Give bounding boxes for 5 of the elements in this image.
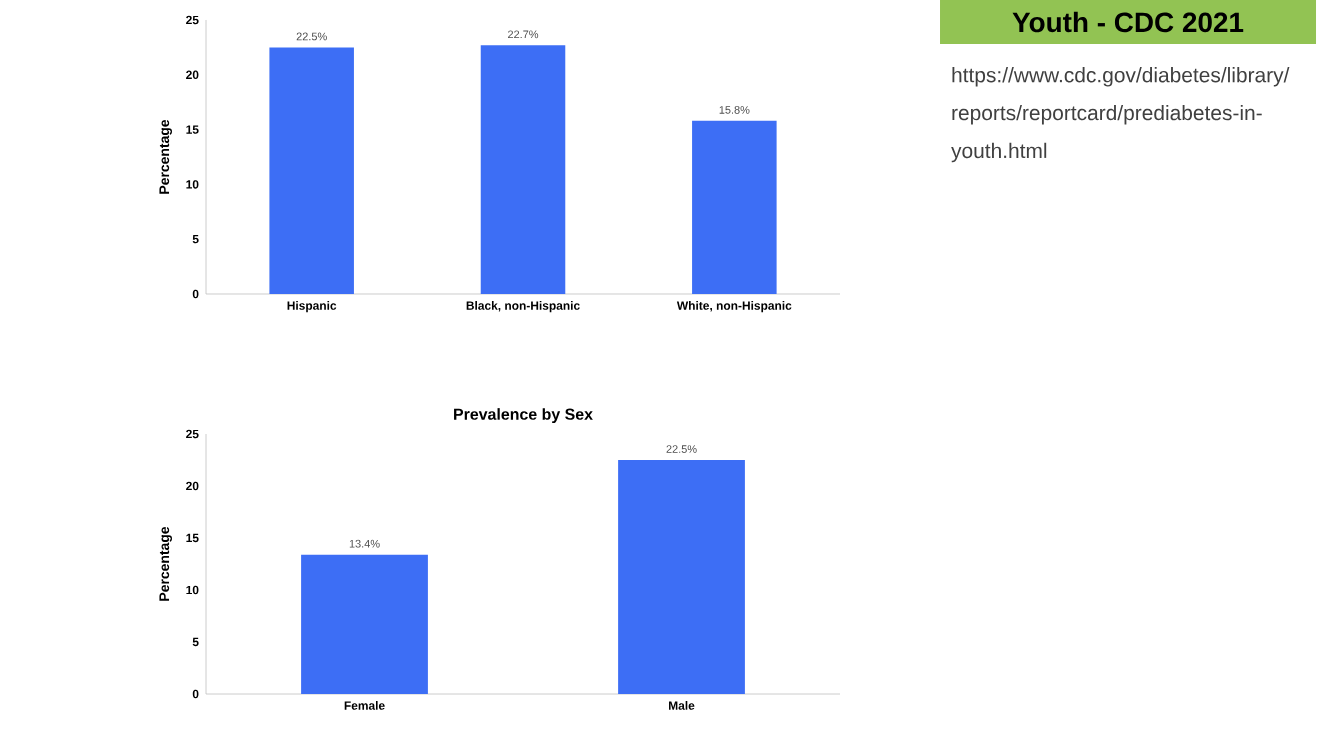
bar bbox=[692, 120, 777, 294]
text: https://www.cdc.gov/diabetes/library/reports/reportcard/prediabetes-in-youth.html bbox=[951, 67, 1290, 163]
text: Youth - CDC 2021 bbox=[1012, 11, 1244, 33]
bar bbox=[269, 47, 354, 294]
bar bbox=[480, 45, 566, 294]
